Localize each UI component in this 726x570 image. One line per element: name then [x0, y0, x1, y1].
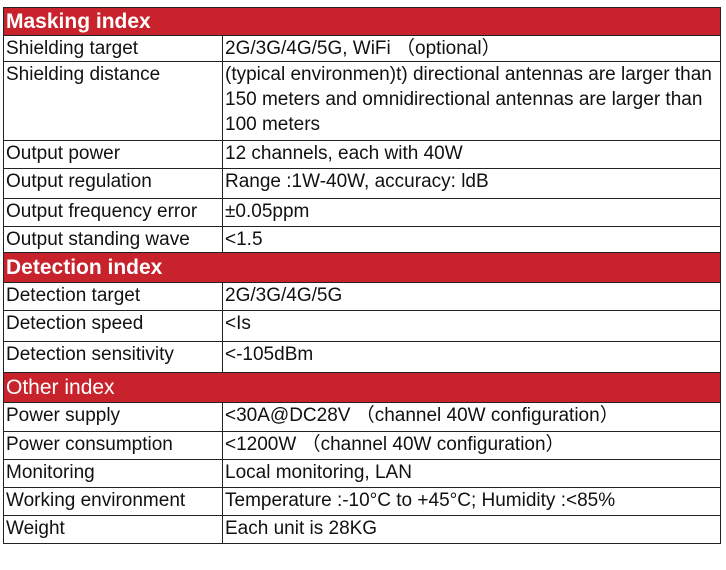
row-value: Local monitoring, LAN — [222, 459, 721, 488]
table-row: Power supply <30A@DC28V （channel 40W con… — [3, 402, 721, 432]
row-value: 2G/3G/4G/5G, WiFi （optional） — [222, 35, 721, 62]
section-title: Other index — [3, 372, 721, 403]
row-label: Output regulation — [3, 168, 223, 199]
row-value: <Is — [222, 310, 721, 342]
row-label: Detection sensitivity — [3, 341, 223, 373]
row-value: (typical environmen)t) directional anten… — [222, 61, 721, 141]
table-row: Shielding distance (typical environmen)t… — [3, 61, 721, 141]
row-value: ±0.05ppm — [222, 198, 721, 227]
row-label: Shielding distance — [3, 61, 223, 141]
section-title: Detection index — [3, 252, 721, 283]
table-row: Output frequency error ±0.05ppm — [3, 198, 721, 227]
section-header-other: Other index — [3, 372, 721, 403]
table-row: Detection target 2G/3G/4G/5G — [3, 282, 721, 311]
row-label: Detection target — [3, 282, 223, 311]
row-label: Working environment — [3, 487, 223, 516]
section-header-masking: Masking index — [3, 7, 721, 36]
row-label: Weight — [3, 515, 223, 544]
row-label: Output power — [3, 140, 223, 169]
row-label: Shielding target — [3, 35, 223, 62]
row-value: <30A@DC28V （channel 40W configuration） — [222, 402, 721, 432]
row-value: 12 channels, each with 40W — [222, 140, 721, 169]
row-value: <1200W （channel 40W configuration） — [222, 431, 721, 460]
table-row: Detection sensitivity <-105dBm — [3, 341, 721, 373]
row-label: Output frequency error — [3, 198, 223, 227]
row-value: <-105dBm — [222, 341, 721, 373]
row-label: Output standing wave — [3, 226, 223, 253]
table-row: Working environment Temperature :-10°C t… — [3, 487, 721, 516]
row-value: 2G/3G/4G/5G — [222, 282, 721, 311]
table-row: Output standing wave <1.5 — [3, 226, 721, 253]
row-value: Temperature :-10°C to +45°C; Humidity :<… — [222, 487, 721, 516]
row-value: <1.5 — [222, 226, 721, 253]
table-row: Shielding target 2G/3G/4G/5G, WiFi （opti… — [3, 35, 721, 62]
table-row: Detection speed <Is — [3, 310, 721, 342]
section-title: Masking index — [3, 7, 721, 36]
section-header-detection: Detection index — [3, 252, 721, 283]
row-label: Power consumption — [3, 431, 223, 460]
table-row: Output power 12 channels, each with 40W — [3, 140, 721, 169]
row-label: Monitoring — [3, 459, 223, 488]
row-value: Range :1W-40W, accuracy: ldB — [222, 168, 721, 199]
spec-table: Masking index Shielding target 2G/3G/4G/… — [3, 7, 721, 544]
table-row: Power consumption <1200W （channel 40W co… — [3, 431, 721, 460]
row-label: Power supply — [3, 402, 223, 432]
row-value: Each unit is 28KG — [222, 515, 721, 544]
table-row: Monitoring Local monitoring, LAN — [3, 459, 721, 488]
table-row: Output regulation Range :1W-40W, accurac… — [3, 168, 721, 199]
row-label: Detection speed — [3, 310, 223, 342]
table-row: Weight Each unit is 28KG — [3, 515, 721, 544]
